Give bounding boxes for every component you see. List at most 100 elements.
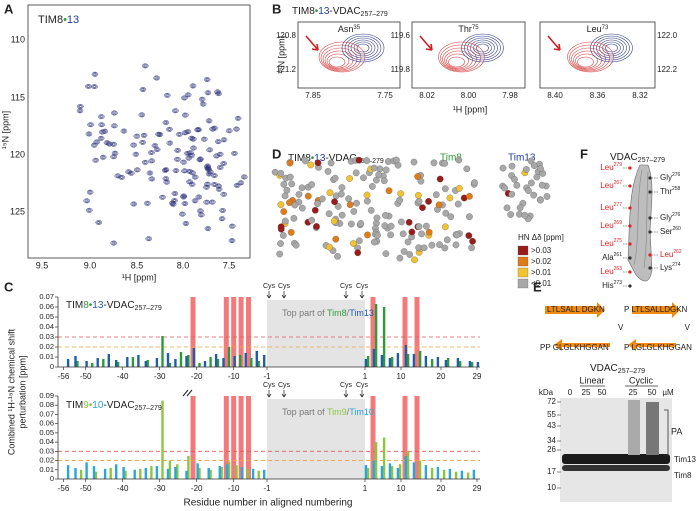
atom — [442, 209, 450, 217]
highlight — [402, 396, 408, 479]
site — [628, 256, 632, 260]
lane-label: 0 — [568, 388, 573, 397]
atom — [277, 169, 285, 177]
bar — [92, 466, 96, 479]
y-tick-label: 0.02 — [39, 456, 54, 465]
peak-contour — [207, 169, 214, 175]
peak-contour — [184, 150, 191, 156]
peak-contour — [233, 126, 240, 132]
peak-contour — [202, 137, 207, 141]
region-label: Top part of Tim9/Tim10 — [282, 407, 374, 417]
contour — [590, 33, 633, 63]
peak-contour — [190, 183, 194, 186]
x-tick-label: -56 — [58, 484, 70, 493]
legend-swatch — [517, 278, 529, 289]
x-tick-label: 7.98 — [502, 91, 518, 100]
gel-band — [562, 465, 670, 471]
bar — [161, 400, 164, 479]
highlight — [231, 297, 237, 367]
title-part: 13 — [92, 300, 104, 311]
y-tick-label: 0.01 — [39, 465, 54, 474]
sequence: LGLGLKH — [631, 343, 668, 352]
peak-contour — [206, 183, 209, 186]
bar — [226, 464, 229, 479]
atom — [325, 210, 333, 218]
bar — [396, 353, 400, 367]
cys-arrow — [359, 291, 365, 299]
peak-contour — [186, 130, 190, 133]
bar — [137, 355, 140, 367]
peak-contour — [220, 137, 228, 143]
peak-contour — [136, 168, 139, 171]
atom — [346, 175, 353, 182]
atom — [382, 212, 389, 219]
bar — [418, 351, 422, 367]
peak-contour — [144, 161, 147, 164]
panel-labels: A B C D E F — [4, 1, 588, 294]
region-text: / — [347, 407, 350, 417]
sequence: GGAN — [585, 343, 609, 352]
atom — [468, 244, 475, 252]
x-tick-label: 8.40 — [547, 91, 563, 100]
atom — [346, 201, 354, 209]
series-name: Tim8 — [327, 308, 347, 318]
peak-contour — [199, 97, 205, 102]
peak-contour — [173, 168, 179, 173]
peak-contour — [147, 237, 150, 240]
peak-contour — [171, 191, 179, 196]
peak-contour — [214, 154, 219, 158]
x-tick-label: -56 — [58, 372, 70, 381]
atom — [446, 194, 454, 202]
region — [267, 399, 365, 479]
residue-number: 276 — [672, 172, 681, 178]
peak-contour — [203, 138, 206, 141]
peak-contour — [142, 63, 149, 69]
x-tick-label: 7.85 — [305, 91, 321, 100]
panel-label: F — [580, 146, 588, 161]
bar — [380, 466, 384, 479]
residue-number: 275 — [614, 238, 623, 244]
atom — [530, 162, 538, 170]
peak-contour — [175, 148, 180, 153]
atom — [523, 166, 530, 173]
peak-contour — [205, 186, 208, 189]
atom — [345, 195, 352, 203]
cys-label: Cys — [263, 283, 276, 290]
cys-arrow — [266, 291, 272, 299]
y-tick-label: 0.04 — [39, 322, 54, 331]
atom — [381, 222, 389, 230]
peak-contour — [96, 220, 101, 225]
lane-label: 50 — [648, 388, 657, 397]
contour — [356, 43, 370, 53]
bar — [366, 467, 370, 479]
peak-contour — [132, 151, 140, 157]
atom — [338, 190, 345, 198]
atom — [441, 244, 449, 252]
peak-contour — [220, 217, 224, 220]
peak-contour — [218, 166, 222, 169]
atom — [334, 203, 342, 210]
panel-b: TIM8•13-VDAC257–279 ¹⁵N [ppm] ¹H [ppm] A… — [276, 6, 678, 115]
peak-contour — [111, 110, 118, 116]
peak-contour — [178, 133, 181, 136]
peak-contour — [197, 128, 200, 131]
sequence: GGAN — [668, 343, 692, 352]
title-part: • — [311, 153, 315, 164]
atom — [331, 198, 338, 206]
legend-title: HN Δδ [ppm] — [518, 233, 564, 242]
title-part: 9 — [83, 400, 89, 411]
peak-contour — [212, 182, 217, 187]
peak-contour — [182, 221, 190, 226]
bar — [66, 359, 70, 367]
atom — [528, 179, 535, 187]
bar — [122, 467, 125, 479]
bar — [227, 461, 231, 479]
bar — [79, 469, 83, 479]
atom — [415, 197, 423, 205]
peak-contour — [209, 170, 212, 173]
y-tick-label: 0.08 — [39, 400, 54, 409]
peak-contour — [232, 151, 237, 156]
bar — [124, 470, 127, 479]
bar — [155, 358, 159, 367]
peak-contour — [86, 189, 94, 195]
